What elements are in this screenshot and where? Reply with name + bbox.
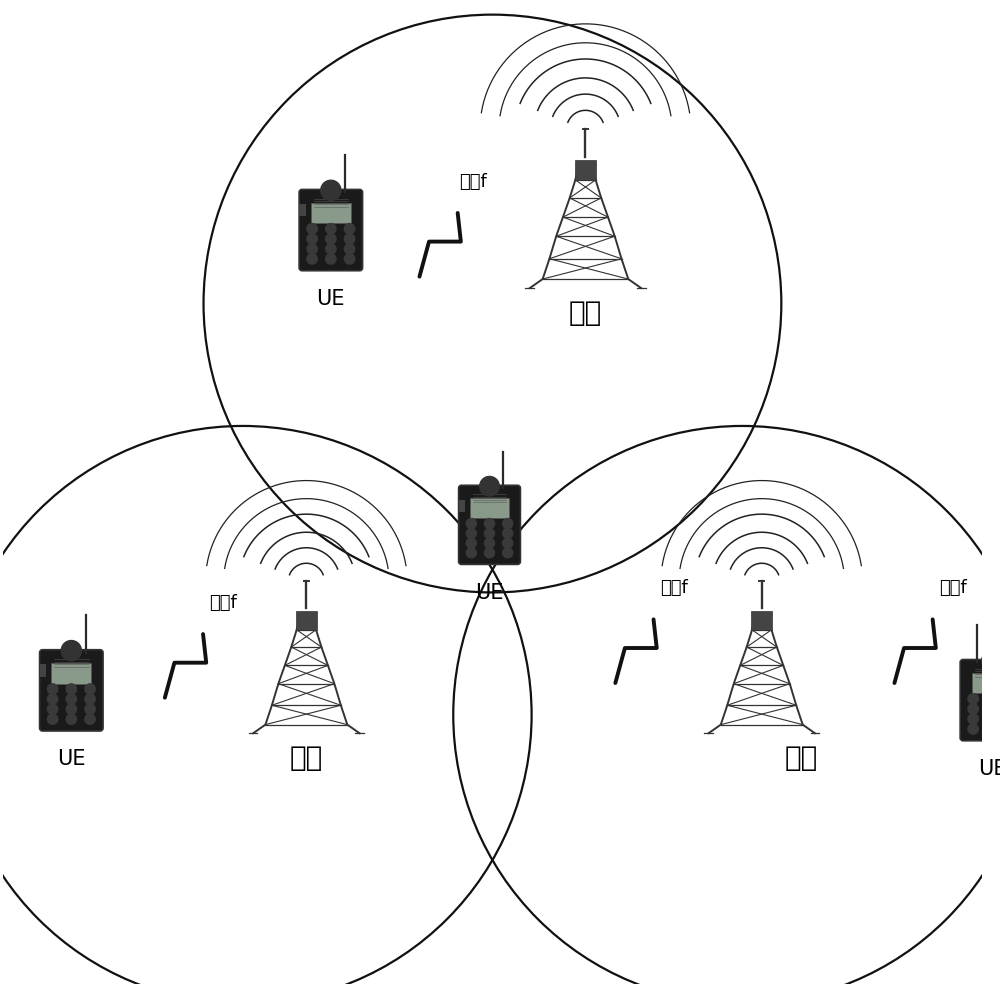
- Bar: [751, 611, 772, 630]
- Circle shape: [307, 254, 317, 264]
- Circle shape: [968, 714, 978, 724]
- Circle shape: [344, 224, 355, 233]
- Circle shape: [85, 694, 95, 704]
- Text: 基站: 基站: [569, 299, 602, 326]
- Circle shape: [466, 518, 476, 528]
- Bar: [459, 499, 465, 511]
- Circle shape: [326, 224, 336, 233]
- Circle shape: [987, 714, 997, 724]
- Circle shape: [66, 683, 77, 694]
- Circle shape: [344, 233, 355, 244]
- FancyBboxPatch shape: [960, 660, 1000, 741]
- Circle shape: [66, 704, 77, 714]
- Bar: [470, 498, 509, 518]
- Circle shape: [326, 254, 336, 264]
- Bar: [299, 204, 306, 217]
- Circle shape: [466, 528, 476, 538]
- Circle shape: [307, 233, 317, 244]
- Circle shape: [987, 693, 997, 704]
- Circle shape: [307, 243, 317, 254]
- Circle shape: [66, 714, 77, 724]
- Text: UE: UE: [978, 759, 1000, 779]
- Circle shape: [987, 703, 997, 714]
- Circle shape: [968, 693, 978, 704]
- Circle shape: [503, 528, 513, 538]
- Circle shape: [61, 641, 81, 661]
- Circle shape: [326, 243, 336, 254]
- Circle shape: [503, 518, 513, 528]
- Circle shape: [466, 538, 476, 548]
- Circle shape: [484, 518, 495, 528]
- FancyBboxPatch shape: [299, 190, 363, 271]
- Circle shape: [466, 548, 476, 558]
- Text: UE: UE: [317, 289, 345, 309]
- Text: 频点f: 频点f: [660, 580, 687, 597]
- Bar: [296, 611, 317, 630]
- Circle shape: [326, 233, 336, 244]
- Circle shape: [982, 651, 1000, 671]
- FancyBboxPatch shape: [459, 486, 520, 565]
- Circle shape: [321, 180, 341, 201]
- Text: 基站: 基站: [784, 745, 818, 772]
- Circle shape: [47, 714, 58, 724]
- Circle shape: [968, 724, 978, 734]
- Bar: [311, 203, 351, 224]
- Circle shape: [47, 694, 58, 704]
- Circle shape: [344, 243, 355, 254]
- Text: 频点f: 频点f: [939, 580, 967, 597]
- Circle shape: [47, 704, 58, 714]
- Circle shape: [484, 528, 495, 538]
- Circle shape: [968, 703, 978, 714]
- Text: UE: UE: [57, 749, 86, 769]
- Circle shape: [66, 694, 77, 704]
- Text: 频点f: 频点f: [459, 173, 487, 191]
- Text: UE: UE: [475, 583, 504, 602]
- Circle shape: [503, 538, 513, 548]
- Text: 频点f: 频点f: [209, 594, 237, 612]
- Circle shape: [344, 254, 355, 264]
- Text: 基站: 基站: [290, 745, 323, 772]
- Circle shape: [484, 548, 495, 558]
- Bar: [575, 160, 596, 180]
- Bar: [40, 665, 46, 676]
- Circle shape: [85, 704, 95, 714]
- Circle shape: [85, 714, 95, 724]
- Circle shape: [307, 224, 317, 233]
- FancyBboxPatch shape: [40, 650, 103, 731]
- Circle shape: [484, 538, 495, 548]
- Circle shape: [987, 724, 997, 734]
- Bar: [972, 673, 1000, 693]
- Circle shape: [480, 477, 499, 496]
- Circle shape: [85, 683, 95, 694]
- Circle shape: [503, 548, 513, 558]
- Circle shape: [47, 683, 58, 694]
- Bar: [51, 663, 91, 683]
